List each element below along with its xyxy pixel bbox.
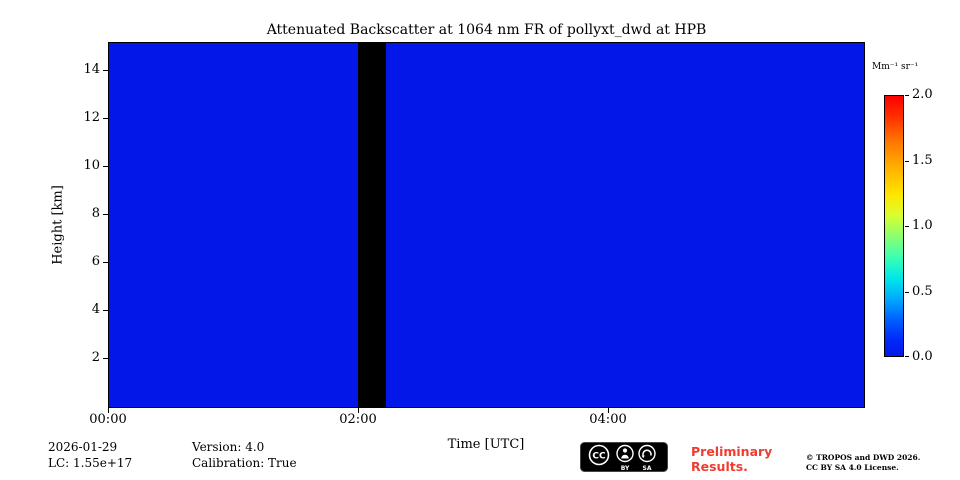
cc-icon: CC [588, 444, 610, 466]
y-tick-mark [103, 214, 108, 215]
y-tick-mark [103, 262, 108, 263]
footer-calibration: Calibration: True [192, 456, 297, 470]
data-gap-band [358, 43, 386, 407]
colorbar [884, 95, 904, 357]
preliminary-line2: Results. [691, 459, 748, 474]
footer-lidar-constant: LC: 1.55e+17 [48, 456, 133, 470]
y-tick-label: 8 [91, 206, 100, 221]
y-axis-label: Height [km] [50, 185, 66, 265]
y-tick-label: 4 [91, 302, 100, 317]
x-tick-label: 02:00 [339, 412, 377, 427]
y-tick-label: 6 [91, 254, 100, 269]
by-person-icon: BY [616, 444, 634, 472]
colorbar-tick-mark [905, 161, 909, 162]
preliminary-line1: Preliminary [691, 444, 773, 459]
footer-version: Version: 4.0 [192, 440, 265, 454]
y-tick-label: 2 [91, 350, 100, 365]
x-tick-mark [608, 408, 609, 413]
y-tick-label: 12 [83, 110, 100, 125]
sa-arrow-icon: SA [638, 444, 656, 472]
colorbar-tick-mark [905, 292, 909, 293]
x-tick-mark [358, 408, 359, 413]
x-tick-label: 04:00 [589, 412, 627, 427]
colorbar-unit-label: Mm⁻¹ sr⁻¹ [872, 62, 919, 72]
colorbar-tick-mark [905, 226, 909, 227]
y-tick-mark [103, 310, 108, 311]
footer-date: 2026-01-29 [48, 440, 118, 454]
x-tick-label: 00:00 [89, 412, 127, 427]
y-tick-label: 10 [83, 158, 100, 173]
preliminary-results-note: Preliminary Results. [691, 444, 772, 474]
colorbar-tick-label: 0.0 [912, 349, 933, 364]
y-tick-mark [103, 166, 108, 167]
copyright-line2: CC BY SA 4.0 License. [806, 463, 899, 472]
copyright-note: © TROPOS and DWD 2026. CC BY SA 4.0 Lice… [806, 453, 920, 473]
y-tick-mark [103, 70, 108, 71]
colorbar-tick-label: 1.0 [912, 218, 933, 233]
chart-title: Attenuated Backscatter at 1064 nm FR of … [266, 22, 707, 38]
colorbar-tick-label: 1.5 [912, 153, 933, 168]
y-tick-mark [103, 358, 108, 359]
svg-text:BY: BY [621, 465, 630, 472]
colorbar-tick-label: 0.5 [912, 284, 933, 299]
svg-text:CC: CC [592, 452, 606, 462]
colorbar-tick-label: 2.0 [912, 87, 933, 102]
colorbar-tick-mark [905, 95, 909, 96]
copyright-line1: © TROPOS and DWD 2026. [806, 453, 921, 462]
plot-area [108, 42, 865, 408]
colorbar-tick-mark [905, 356, 909, 357]
svg-text:SA: SA [643, 465, 652, 472]
x-axis-label: Time [UTC] [447, 437, 525, 452]
y-tick-label: 14 [83, 62, 100, 77]
cc-by-sa-license-badge: CC BY SA [580, 442, 668, 472]
y-tick-mark [103, 118, 108, 119]
x-tick-mark [108, 408, 109, 413]
